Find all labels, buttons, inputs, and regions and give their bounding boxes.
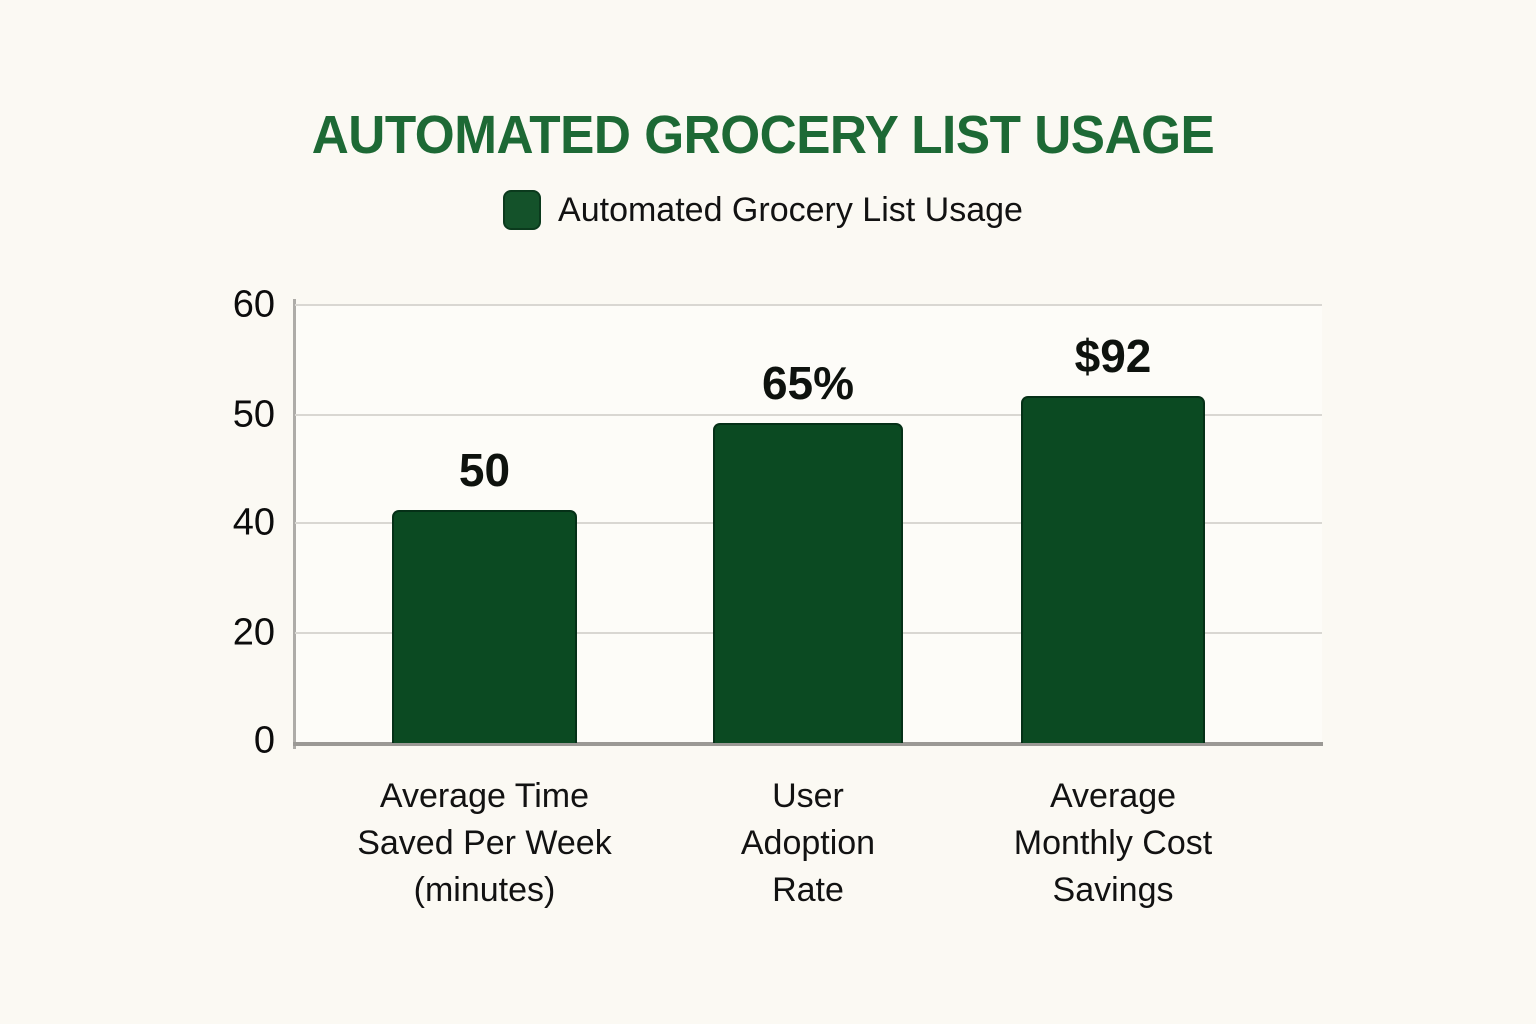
bar-rect <box>392 509 577 743</box>
y-tick-label: 50 <box>232 393 275 436</box>
gridline-60 <box>295 304 1322 306</box>
x-axis-category-line: Saved Per Week <box>357 824 612 862</box>
x-axis-category-line: (minutes) <box>413 871 556 909</box>
bar-group-3: $92 <box>1021 305 1205 743</box>
bar-group-2: 65% <box>712 305 903 743</box>
bar-rect <box>712 422 903 743</box>
chart-title: AUTOMATED GROCERY LIST USAGE <box>311 105 1215 165</box>
plot-area: 60 50 40 20 0 50 Average Time Saved Per Week (mi… <box>233 284 1323 909</box>
x-axis-category-label: User Adoption Rate <box>741 773 875 914</box>
x-axis-category-line: Rate <box>772 871 844 909</box>
bar-group-1: 50 <box>392 305 577 743</box>
x-axis-category-line: Savings <box>1052 871 1174 909</box>
x-axis-category-line: Average Time <box>379 777 590 815</box>
legend: Automated Grocery List Usage <box>0 190 1526 230</box>
x-axis-category-line: User <box>772 777 844 815</box>
y-tick-label: 20 <box>232 611 275 654</box>
gridline-50 <box>295 413 1322 416</box>
x-axis-category-label: Average Monthly Cost Savings <box>1014 773 1212 914</box>
y-tick-label: 0 <box>253 719 275 762</box>
x-axis-category-label: Average Time Saved Per Week (minutes) <box>357 773 612 914</box>
x-axis-category-line: Monthly Cost <box>1013 824 1213 862</box>
x-axis-category-line: Adoption <box>740 824 876 862</box>
bar-value-label: $92 <box>1074 330 1152 383</box>
y-tick-label: 40 <box>232 501 275 544</box>
y-tick-label: 60 <box>232 283 275 326</box>
bar-rect <box>1021 396 1205 743</box>
y-axis-line <box>293 299 296 749</box>
legend-swatch-icon <box>503 190 542 230</box>
legend-label: Automated Grocery List Usage <box>558 190 1023 229</box>
x-axis-category-line: Average <box>1049 777 1177 815</box>
bar-value-label: 65% <box>761 356 855 409</box>
x-axis-line <box>293 742 1323 746</box>
bar-value-label: 50 <box>458 443 511 496</box>
